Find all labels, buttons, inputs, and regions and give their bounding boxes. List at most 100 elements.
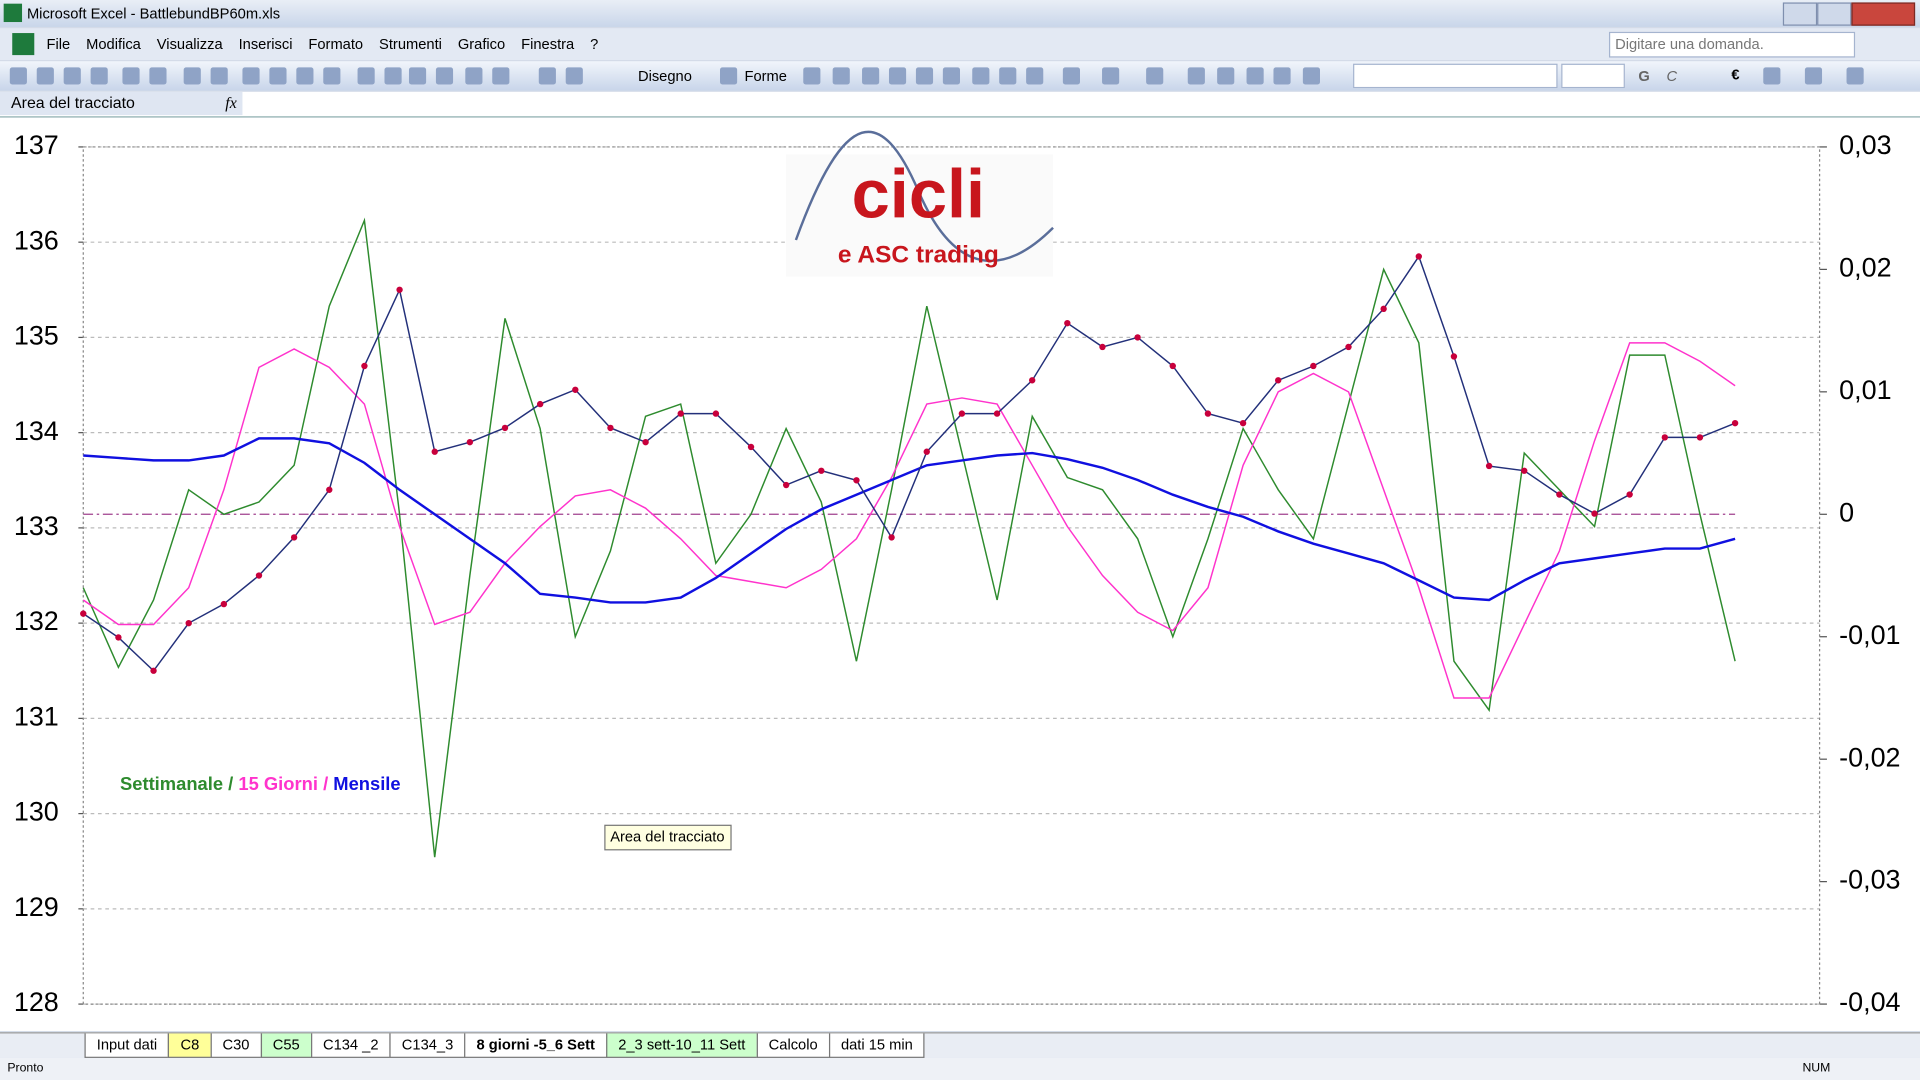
toolbar-icon[interactable] (1026, 67, 1044, 85)
menu-item[interactable]: Modifica (86, 35, 141, 53)
y2-tick-label: 0 (1839, 497, 1854, 527)
toolbar-icon[interactable] (1273, 67, 1291, 85)
data-point (712, 410, 720, 417)
euro-button[interactable]: € (1731, 66, 1740, 84)
toolbar-icon[interactable] (465, 67, 483, 85)
toolbar-icon[interactable] (1804, 67, 1823, 85)
data-point (220, 600, 228, 608)
toolbar-icon[interactable] (242, 67, 260, 85)
sheet-tab[interactable]: C55 (260, 1033, 312, 1058)
data-point (1415, 253, 1422, 260)
font-box[interactable] (1353, 63, 1558, 89)
sheet-tab[interactable]: 2_3 sett-10_11 Sett (605, 1033, 758, 1058)
help-box[interactable]: Digitare una domanda. (1608, 31, 1856, 58)
data-point (607, 424, 614, 432)
sheet-tab[interactable]: C8 (168, 1033, 212, 1058)
sheet-tab[interactable]: C134_3 (389, 1033, 466, 1058)
data-point (115, 634, 122, 641)
toolbar-icon[interactable] (1062, 67, 1081, 85)
menu-item[interactable]: Finestra (521, 35, 575, 53)
toolbar-icon[interactable] (149, 67, 167, 85)
toolbar-icon[interactable] (323, 67, 341, 85)
sheet-tab[interactable]: C30 (210, 1033, 262, 1058)
toolbar-icon[interactable] (720, 67, 738, 85)
toolbar-icon[interactable] (862, 67, 880, 85)
window-title: Microsoft Excel - BattlebundBP60m.xls (26, 4, 281, 23)
shapes-menu[interactable]: Forme (744, 67, 787, 85)
toolbar-icon[interactable] (1187, 67, 1205, 85)
toolbar-icon[interactable] (269, 67, 287, 85)
sheet-tab[interactable]: 8 giorni -5_6 Sett (464, 1033, 608, 1058)
menu-item[interactable]: ? (590, 35, 599, 53)
menu-item[interactable]: Strumenti (379, 35, 442, 53)
toolbar-icon[interactable] (1246, 67, 1264, 85)
y-tick-label: 128 (14, 987, 59, 1017)
toolbar-icon[interactable] (183, 67, 201, 85)
toolbar-icon[interactable] (408, 67, 427, 85)
italic-button[interactable]: C (1666, 67, 1678, 85)
toolbar-icon[interactable] (492, 67, 510, 85)
menu-item[interactable]: Inserisci (238, 35, 293, 53)
size-box[interactable] (1561, 63, 1625, 89)
toolbar-icon[interactable] (210, 67, 228, 85)
toolbar-icon[interactable] (942, 67, 961, 85)
data-point (1696, 434, 1704, 441)
function-icon[interactable]: fx (225, 93, 237, 112)
toolbar-icon[interactable] (565, 67, 583, 85)
data-point (326, 486, 333, 493)
logo-wave (794, 130, 1054, 262)
name-box[interactable]: Area del tracciato fx (0, 91, 243, 116)
sheet-tab[interactable]: dati 15 min (828, 1033, 926, 1058)
maximize-button[interactable] (1817, 2, 1852, 26)
menu-item[interactable]: File (46, 35, 71, 53)
close-button[interactable] (1851, 2, 1916, 26)
toolbar-icon[interactable] (1846, 67, 1864, 85)
sheet-tab[interactable]: C134 _2 (310, 1033, 391, 1058)
logo-subtitle: e ASC trading (838, 241, 999, 268)
tab-list: Input dati C8 C30 C55 C134 _2 C134_3 8 giorni … (84, 1033, 926, 1058)
toolbar-icon[interactable] (803, 67, 821, 85)
toolbar-icon[interactable] (832, 67, 850, 85)
data-point (361, 362, 368, 370)
data-point (782, 481, 790, 489)
toolbar-icon[interactable] (1146, 67, 1164, 85)
toolbar-icon[interactable] (888, 67, 907, 85)
toolbar-icon[interactable] (999, 67, 1017, 85)
toolbar-icon[interactable] (9, 67, 27, 85)
toolbar-icon[interactable] (915, 67, 934, 85)
toolbar-icon[interactable] (90, 67, 108, 85)
toolbar-icon[interactable] (1763, 67, 1781, 85)
chart: 128 129 130 131 132 133 134 135 136 137 -0,04 -0,03… (0, 117, 1920, 1032)
toolbar-icon[interactable] (296, 67, 314, 85)
menu-bar: File Modifica Visualizza Inserisci Formato St… (0, 28, 1920, 61)
menu-item[interactable]: Grafico (457, 35, 506, 53)
sheet-tab[interactable]: Calcolo (756, 1033, 830, 1058)
drawing-menu[interactable]: Disegno (637, 67, 692, 85)
data-point (501, 424, 509, 432)
toolbar-icon[interactable] (36, 67, 54, 85)
data-point (431, 448, 438, 455)
logo-background (786, 154, 1054, 277)
bold-button[interactable]: G (1638, 67, 1650, 85)
toolbar-icon[interactable] (972, 67, 990, 85)
legend-separator: / (318, 773, 333, 794)
menu-item[interactable]: Formato (308, 35, 364, 53)
toolbar-icon[interactable] (122, 67, 140, 85)
plot-border (82, 146, 1821, 1005)
toolbar-icon[interactable] (63, 67, 81, 85)
toolbar-icon[interactable] (1102, 67, 1120, 85)
sheet-tab[interactable]: Input dati (84, 1033, 170, 1058)
doc-icon (12, 33, 35, 56)
data-point (150, 667, 157, 674)
toolbar-icon[interactable] (1217, 67, 1235, 85)
y-tick-label: 136 (14, 225, 59, 255)
toolbar-icon[interactable] (435, 67, 454, 85)
toolbar-icon[interactable] (357, 67, 375, 85)
menu-item[interactable]: Visualizza (156, 35, 223, 53)
data-point (888, 534, 895, 541)
toolbar-icon[interactable] (538, 67, 556, 85)
toolbar-icon[interactable] (1302, 67, 1321, 85)
toolbar-icon[interactable] (384, 67, 402, 85)
minimize-button[interactable] (1782, 2, 1818, 26)
data-point (80, 610, 87, 617)
